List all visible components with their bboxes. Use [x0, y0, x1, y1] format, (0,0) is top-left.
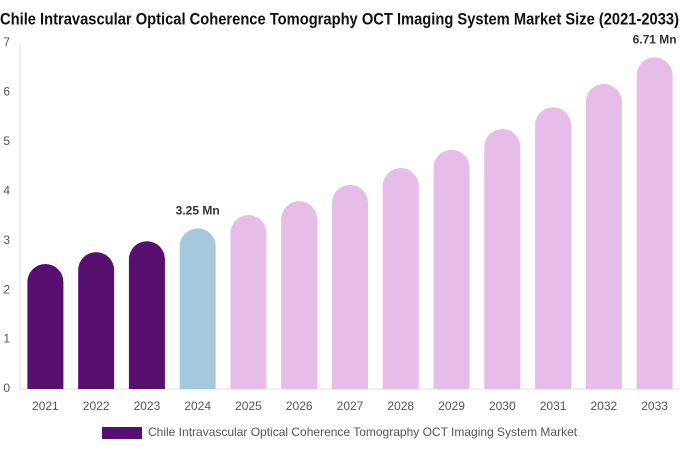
legend-label: Chile Intravascular Optical Coherence To…: [148, 425, 578, 439]
bar: [382, 168, 419, 389]
y-tick-label: 3: [3, 233, 10, 247]
bar: [636, 57, 673, 389]
bar: [585, 84, 622, 390]
y-tick-label: 7: [3, 35, 10, 49]
legend-swatch: [102, 427, 142, 439]
x-tick-label: 2021: [32, 399, 59, 413]
x-tick-label: 2025: [235, 399, 262, 413]
x-tick-label: 2029: [438, 399, 465, 413]
x-tick-label: 2031: [540, 399, 567, 413]
bar: [281, 201, 318, 389]
data-label: 3.25 Mn: [176, 204, 220, 218]
bar: [535, 107, 572, 389]
y-tick-label: 0: [3, 381, 10, 395]
x-tick-label: 2024: [184, 399, 211, 413]
bar: [128, 241, 165, 389]
x-tick-label: 2022: [83, 399, 110, 413]
x-tick-label: 2028: [387, 399, 414, 413]
y-tick-label: 6: [3, 85, 10, 99]
y-tick-label: 4: [3, 183, 10, 197]
data-label: 6.71 Mn: [633, 33, 677, 47]
bar: [484, 129, 521, 389]
x-tick-label: 2033: [641, 399, 668, 413]
y-tick-label: 5: [3, 134, 10, 148]
y-tick-label: 1: [3, 332, 10, 346]
bar: [332, 184, 368, 389]
x-tick-label: 2032: [590, 399, 617, 413]
bar: [179, 228, 216, 389]
bar: [78, 252, 115, 389]
x-tick-label: 2027: [337, 399, 364, 413]
y-tick-label: 2: [3, 282, 10, 296]
bar: [433, 149, 470, 389]
bar: [230, 215, 267, 389]
x-tick-label: 2030: [489, 399, 516, 413]
x-tick-label: 2026: [286, 399, 313, 413]
x-tick-label: 2023: [134, 399, 161, 413]
chart-title: Chile Intravascular Optical Coherence To…: [0, 9, 679, 28]
bar: [27, 263, 64, 389]
